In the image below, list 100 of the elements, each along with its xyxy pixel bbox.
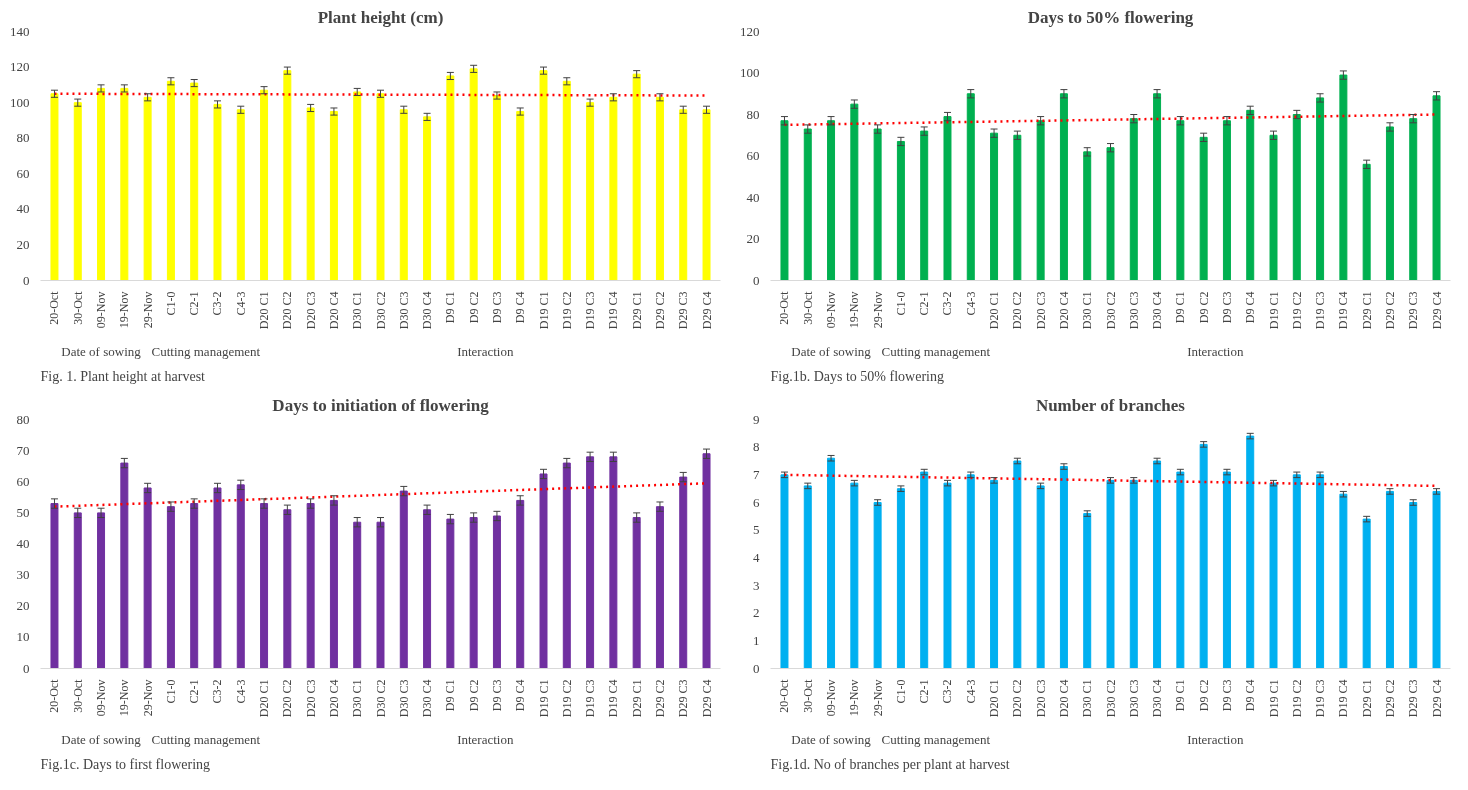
text: Interaction <box>457 343 514 359</box>
y-tick-label: 4 <box>753 549 760 565</box>
x-tick-label: D19 C3 <box>583 679 598 718</box>
x-tick-label: D19 C3 <box>1313 291 1328 330</box>
x-tick-label: D9 C3 <box>489 291 504 324</box>
x-tick-label: 30-Oct <box>70 290 85 325</box>
x-tick-label: D29 C1 <box>629 291 644 330</box>
y-tick-label: 2 <box>753 605 760 621</box>
x-tick-label: D19 C4 <box>1336 291 1351 330</box>
x-tick-label: C4-3 <box>963 291 978 316</box>
x-tick-label: C3-2 <box>210 291 225 316</box>
y-tick-label: 50 <box>16 504 30 520</box>
x-tick-label: D9 C4 <box>513 291 528 324</box>
x-tick-label: D20 C3 <box>303 679 318 718</box>
x-tick-label: D30 C2 <box>373 679 388 718</box>
x-tick-label: C4-3 <box>963 679 978 704</box>
x-tick-label: C3-2 <box>210 679 225 704</box>
x-tick-label: D29 C3 <box>1406 291 1421 330</box>
x-tick-label: D20 C3 <box>1033 291 1048 330</box>
x-tick-label: D29 C1 <box>1359 291 1374 330</box>
caption: Fig. 1. Plant height at harvest <box>40 368 206 384</box>
x-tick-label: D30 C1 <box>1080 679 1095 718</box>
x-tick-label: 19-Nov <box>847 679 862 717</box>
text: Cutting management <box>151 731 261 747</box>
x-tick-label: D19 C4 <box>606 679 621 718</box>
x-tick-label: D20 C1 <box>257 679 272 718</box>
x-tick-label: 29-Nov <box>870 679 885 717</box>
x-tick-label: D9 C4 <box>1243 291 1258 324</box>
x-tick-label: D29 C2 <box>652 291 667 330</box>
x-tick-label: D19 C1 <box>536 291 551 330</box>
x-tick-label: C2-1 <box>917 291 932 316</box>
y-tick-label: 40 <box>16 201 30 217</box>
x-tick-label: 09-Nov <box>824 291 839 329</box>
x-tick-label: D29 C3 <box>1406 679 1421 718</box>
y-tick-label: 20 <box>16 236 30 252</box>
chart-title: Number of branches <box>1035 395 1186 415</box>
x-tick-label: 09-Nov <box>94 679 109 717</box>
x-tick-label: D29 C3 <box>676 679 691 718</box>
x-tick-label: D30 C2 <box>1103 291 1118 330</box>
x-tick-label: D30 C3 <box>1126 291 1141 330</box>
x-tick-label: 19-Nov <box>117 679 132 717</box>
x-tick-label: D20 C4 <box>1056 291 1071 330</box>
x-tick-label: C1-0 <box>163 679 178 704</box>
y-tick-label: 70 <box>16 442 30 458</box>
x-tick-label: D20 C3 <box>1033 679 1048 718</box>
chart-title: Plant height (cm) <box>317 7 444 27</box>
x-tick-label: 19-Nov <box>847 291 862 329</box>
x-tick-label: C4-3 <box>233 291 248 316</box>
x-tick-label: C1-0 <box>893 679 908 704</box>
y-tick-label: 0 <box>23 272 30 288</box>
x-tick-label: 29-Nov <box>870 291 885 329</box>
y-tick-label: 7 <box>753 466 760 482</box>
x-tick-label: 29-Nov <box>140 291 155 329</box>
x-tick-label: D30 C4 <box>420 291 435 330</box>
x-tick-label: D9 C1 <box>443 679 458 712</box>
x-tick-label: D9 C1 <box>443 291 458 324</box>
text: Date of sowing <box>791 731 872 747</box>
text: Cutting management <box>881 731 991 747</box>
x-tick-label: D19 C1 <box>536 679 551 718</box>
x-tick-label: 30-Oct <box>800 290 815 325</box>
x-tick-label: D30 C1 <box>350 679 365 718</box>
y-tick-label: 60 <box>16 165 30 181</box>
y-tick-label: 3 <box>753 577 760 593</box>
x-tick-label: D9 C3 <box>489 679 504 712</box>
x-tick-label: D30 C3 <box>1126 679 1141 718</box>
y-tick-label: 120 <box>10 59 30 75</box>
x-tick-label: 09-Nov <box>824 679 839 717</box>
text: Date of sowing <box>61 731 142 747</box>
y-tick-label: 20 <box>16 598 30 614</box>
x-tick-label: C2-1 <box>187 679 202 704</box>
x-tick-label: D20 C2 <box>1010 679 1025 718</box>
x-tick-label: D29 C4 <box>1429 679 1444 718</box>
x-tick-label: 20-Oct <box>47 290 62 325</box>
x-tick-label: D29 C3 <box>676 291 691 330</box>
x-tick-label: D29 C2 <box>1382 291 1397 330</box>
x-tick-label: D9 C2 <box>1196 679 1211 712</box>
x-tick-label: D19 C3 <box>1313 679 1328 718</box>
x-tick-label: C4-3 <box>233 679 248 704</box>
x-tick-label: 30-Oct <box>70 678 85 713</box>
x-tick-label: D19 C1 <box>1266 679 1281 718</box>
x-tick-label: D9 C1 <box>1173 679 1188 712</box>
x-tick-label: D29 C4 <box>699 291 714 330</box>
text: Interaction <box>457 731 514 747</box>
x-tick-label: D20 C4 <box>326 679 341 718</box>
x-tick-label: D9 C3 <box>1219 679 1234 712</box>
y-tick-label: 0 <box>23 660 30 676</box>
x-tick-label: D29 C4 <box>699 679 714 718</box>
chart-title: Days to 50% flowering <box>1027 7 1194 27</box>
chart-title: Days to initiation of flowering <box>272 395 490 415</box>
y-tick-label: 80 <box>746 106 760 122</box>
y-tick-label: 5 <box>753 522 760 538</box>
x-tick-label: D19 C4 <box>1336 679 1351 718</box>
y-tick-label: 80 <box>16 411 30 427</box>
y-tick-label: 1 <box>753 632 760 648</box>
x-tick-label: D29 C2 <box>1382 679 1397 718</box>
caption: Fig.1b. Days to 50% flowering <box>770 368 944 384</box>
y-tick-label: 0 <box>753 272 760 288</box>
x-tick-label: C1-0 <box>163 291 178 316</box>
text: Date of sowing <box>791 343 872 359</box>
y-tick-label: 80 <box>16 130 30 146</box>
